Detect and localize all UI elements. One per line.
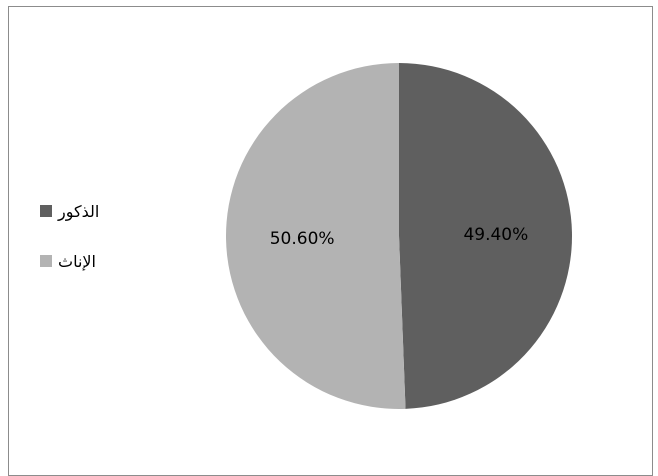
chart-legend: الذكور الإناث [40, 200, 130, 300]
pie-slices [225, 63, 572, 409]
slice-value-label-male: 49.40% [463, 225, 528, 245]
legend-swatch-female [40, 255, 52, 267]
legend-label-male: الذكور [58, 201, 100, 221]
slice-value-label-female: 50.60% [270, 229, 335, 249]
legend-label-female: الإناث [58, 251, 96, 271]
pie-slice-female [225, 63, 406, 409]
legend-item-female: الإناث [40, 250, 130, 272]
legend-item-male: الذكور [40, 200, 130, 222]
pie-slice-labels: 49.40% 50.60% [270, 225, 529, 249]
pie-chart: 49.40% 50.60% [225, 63, 572, 409]
pie-slice-male [399, 63, 572, 409]
legend-swatch-male [40, 205, 52, 217]
